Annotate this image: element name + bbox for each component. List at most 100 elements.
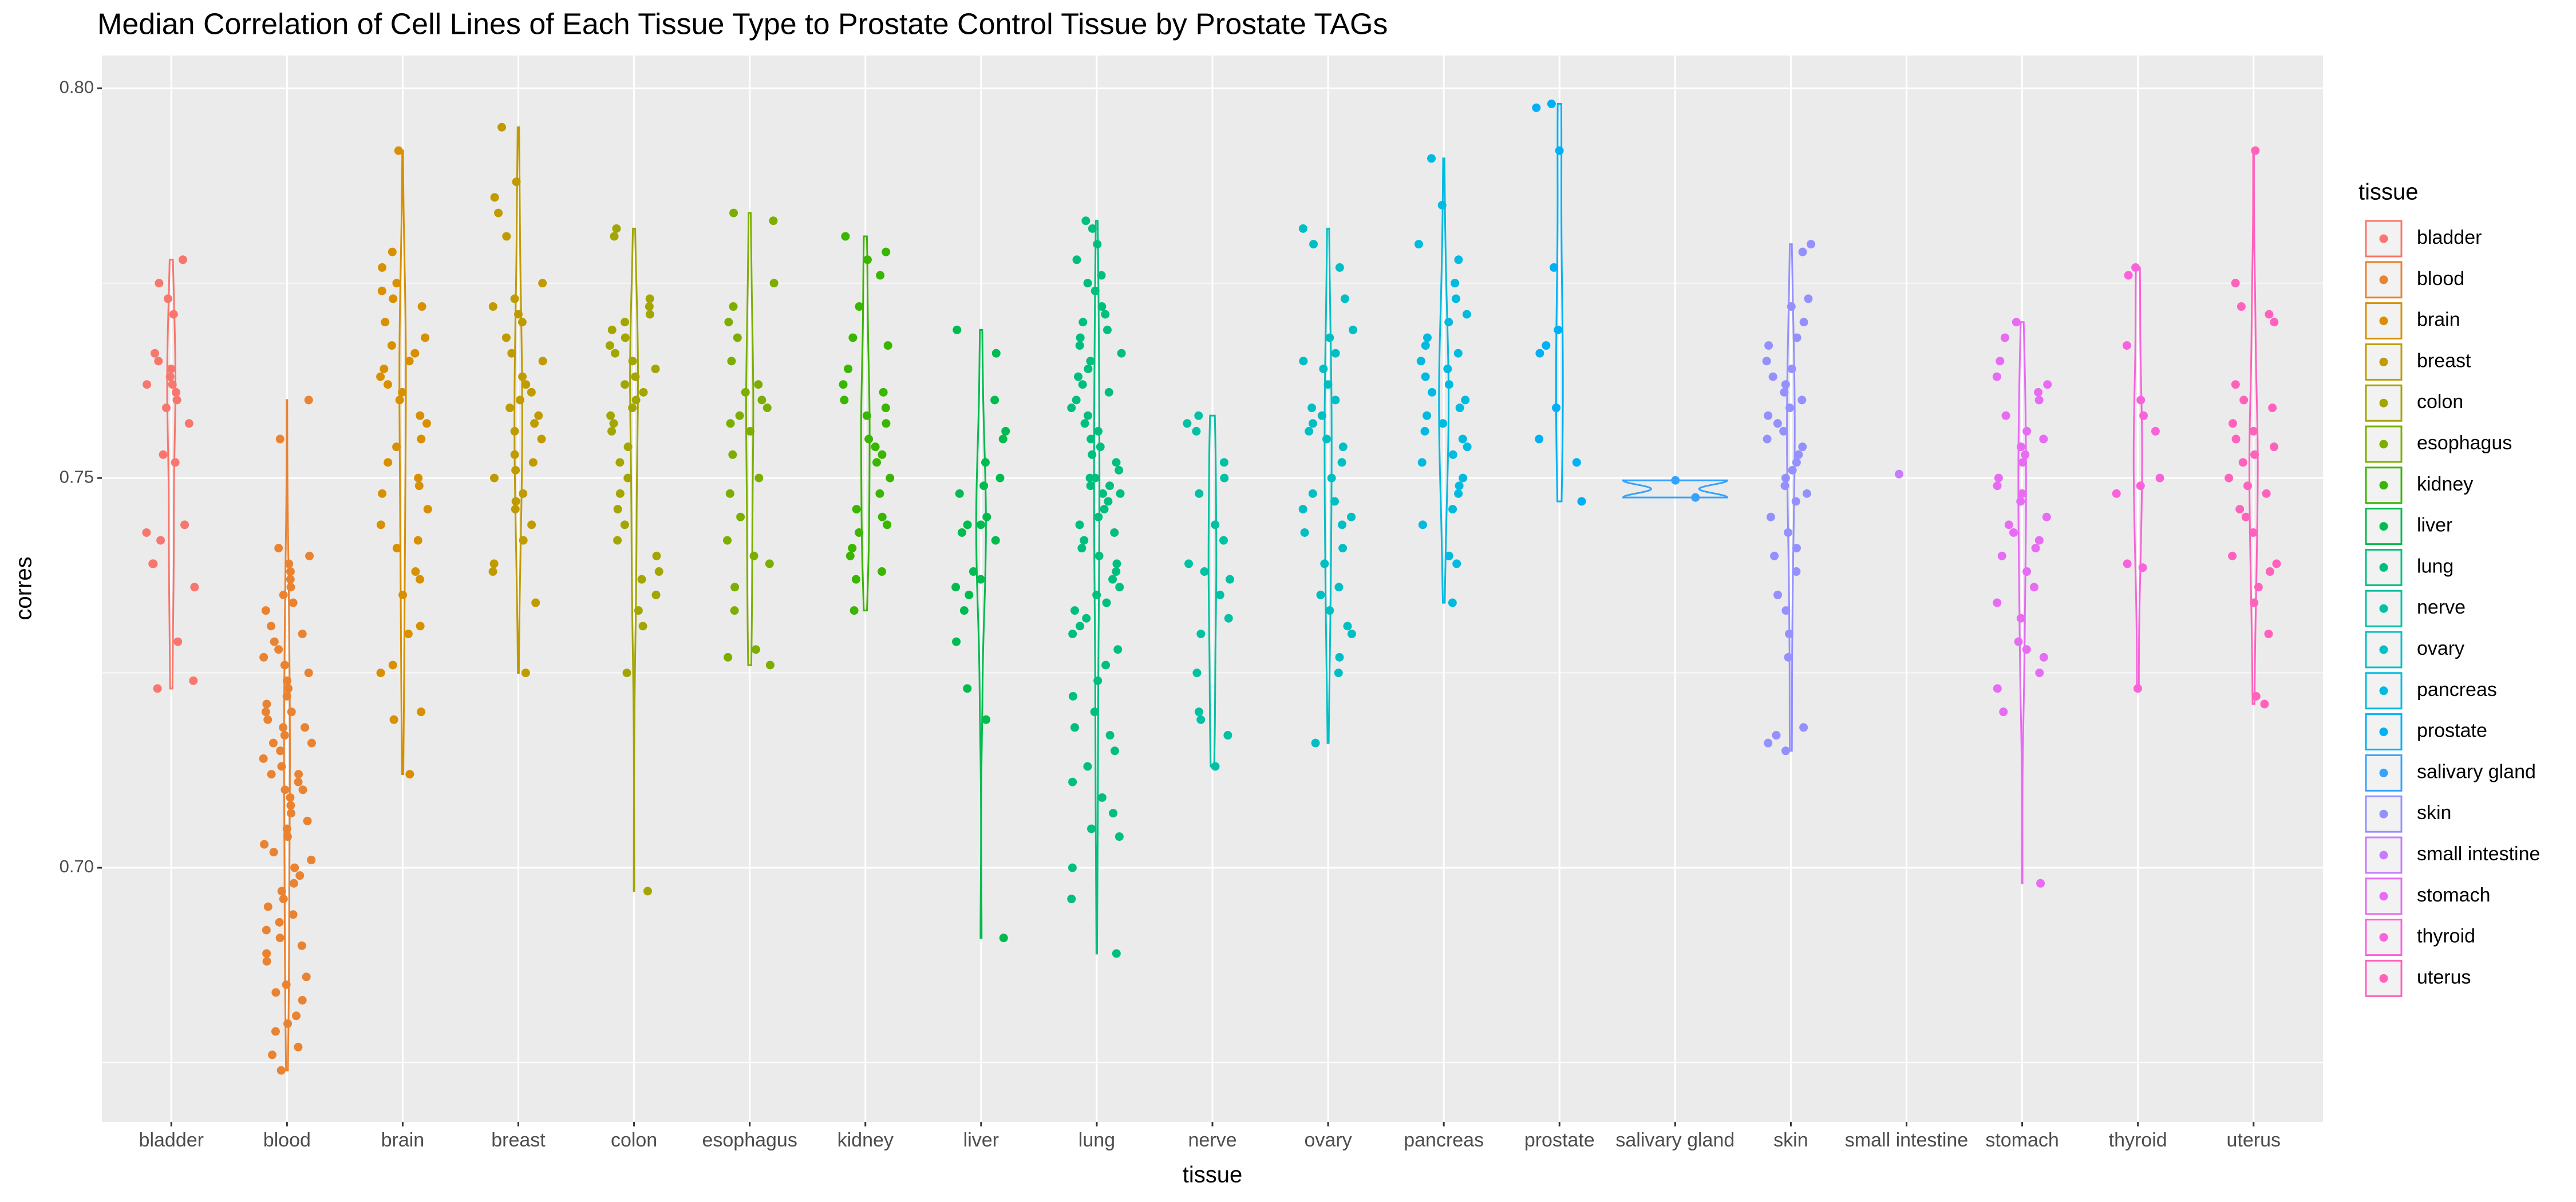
- data-point: [1894, 469, 1903, 479]
- data-point: [394, 146, 403, 155]
- data-point: [1299, 357, 1308, 366]
- data-point: [1211, 520, 1220, 529]
- data-point: [1423, 333, 1432, 342]
- data-point: [527, 520, 536, 529]
- data-point: [1320, 559, 1329, 568]
- data-point: [952, 637, 961, 646]
- data-point: [851, 575, 860, 584]
- data-point: [610, 232, 619, 241]
- data-point: [142, 528, 151, 537]
- data-point: [754, 473, 764, 483]
- data-point: [283, 832, 292, 841]
- data-point: [1418, 520, 1427, 529]
- legend-marker: [2379, 892, 2388, 901]
- data-point: [2235, 505, 2245, 514]
- data-point: [1080, 536, 1089, 545]
- data-point: [751, 645, 760, 654]
- data-point: [855, 302, 864, 311]
- data-point: [2012, 318, 2021, 327]
- data-point: [1768, 372, 1777, 381]
- data-point: [1327, 473, 1336, 483]
- data-point: [2034, 396, 2044, 405]
- data-point: [1451, 279, 1460, 288]
- data-point: [150, 349, 159, 358]
- data-point: [953, 325, 962, 334]
- data-point: [2034, 536, 2044, 545]
- data-point: [1067, 404, 1076, 413]
- data-point: [261, 606, 270, 615]
- data-point: [268, 738, 278, 748]
- data-point: [1997, 551, 2006, 560]
- data-point: [280, 661, 289, 670]
- data-point: [1572, 458, 1581, 467]
- x-tick-label: kidney: [837, 1129, 894, 1151]
- data-point: [634, 606, 643, 615]
- legend-label: blood: [2417, 268, 2464, 290]
- data-point: [404, 629, 413, 638]
- data-point: [730, 606, 739, 615]
- data-point: [304, 669, 313, 678]
- data-point: [607, 325, 617, 334]
- data-point: [745, 426, 754, 436]
- data-point: [1421, 372, 1430, 381]
- legend-marker: [2379, 768, 2388, 777]
- data-point: [875, 489, 884, 498]
- data-point: [1309, 240, 1318, 249]
- data-point: [1105, 481, 1115, 491]
- data-point: [519, 489, 528, 498]
- data-point: [283, 1019, 293, 1028]
- data-point: [1224, 614, 1233, 623]
- data-point: [725, 489, 734, 498]
- data-point: [307, 855, 316, 864]
- data-point: [611, 349, 620, 358]
- data-point: [862, 411, 871, 420]
- data-point: [1331, 396, 1340, 405]
- data-point: [959, 606, 969, 615]
- x-tick-label: lung: [1078, 1129, 1115, 1151]
- data-point: [2112, 489, 2121, 498]
- data-point: [282, 980, 291, 989]
- data-point: [864, 434, 874, 444]
- data-point: [2021, 450, 2030, 459]
- violin: [745, 212, 754, 666]
- data-point: [1452, 559, 1461, 568]
- data-point: [999, 934, 1008, 943]
- data-point: [263, 715, 272, 724]
- legend-key: [2365, 754, 2403, 792]
- data-point: [2272, 559, 2281, 568]
- data-point: [621, 380, 630, 389]
- data-point: [1192, 669, 1202, 678]
- data-point: [274, 544, 283, 553]
- data-point: [298, 996, 307, 1005]
- data-point: [505, 404, 515, 413]
- data-point: [736, 512, 745, 521]
- data-point: [1773, 419, 1782, 428]
- data-point: [1194, 707, 1203, 717]
- data-point: [1194, 411, 1203, 420]
- data-point: [1454, 489, 1463, 498]
- data-point: [2036, 879, 2045, 888]
- data-point: [1794, 450, 1803, 459]
- data-point: [2018, 458, 2027, 467]
- data-point: [2268, 404, 2277, 413]
- data-point: [270, 637, 279, 646]
- data-point: [392, 442, 401, 452]
- data-point: [511, 505, 520, 514]
- data-point: [1428, 388, 1437, 397]
- data-point: [621, 318, 630, 327]
- data-point: [398, 590, 408, 599]
- data-point: [1316, 590, 1325, 599]
- data-point: [1305, 426, 1314, 436]
- data-point: [168, 380, 177, 389]
- data-point: [277, 762, 286, 771]
- data-point: [377, 286, 386, 295]
- data-point: [1461, 396, 1470, 405]
- data-point: [268, 1050, 277, 1059]
- data-point: [615, 458, 625, 467]
- data-point: [489, 473, 499, 483]
- data-point: [955, 489, 964, 498]
- x-tick-label: liver: [963, 1129, 999, 1151]
- data-point: [724, 318, 733, 327]
- data-point: [294, 777, 303, 786]
